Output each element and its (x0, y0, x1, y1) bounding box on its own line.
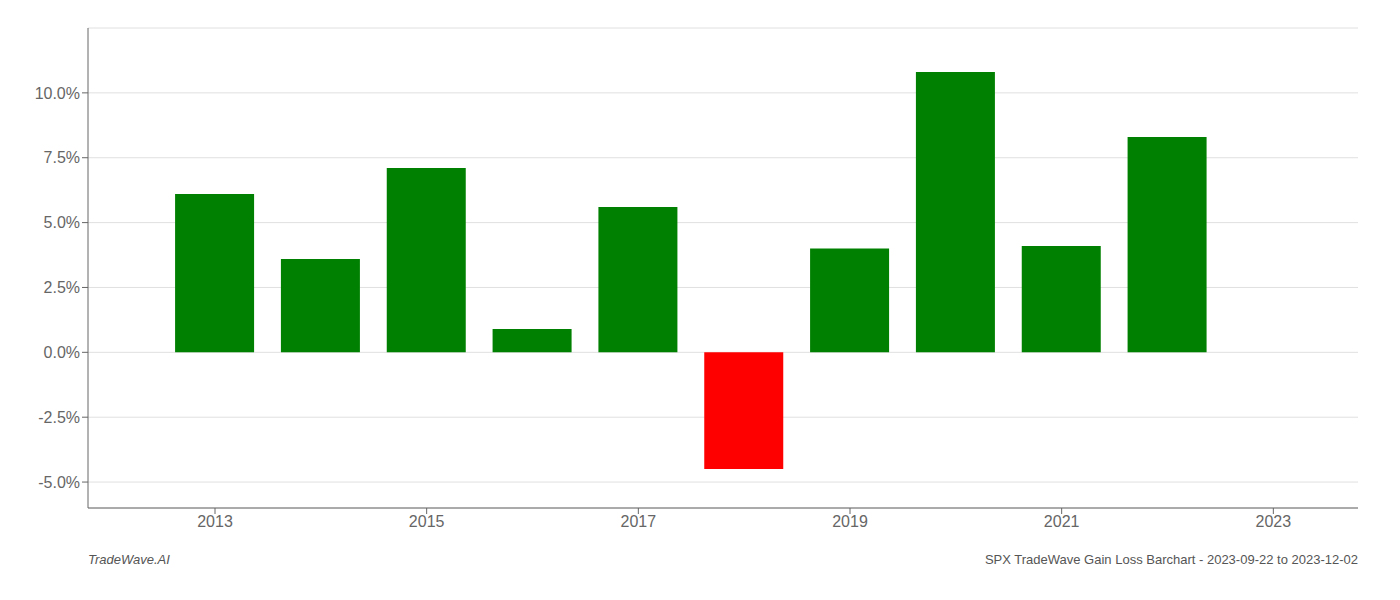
svg-text:2.5%: 2.5% (44, 279, 80, 296)
svg-text:2023: 2023 (1256, 513, 1292, 530)
svg-text:2013: 2013 (197, 513, 233, 530)
svg-text:5.0%: 5.0% (44, 214, 80, 231)
svg-text:10.0%: 10.0% (35, 85, 80, 102)
svg-text:0.0%: 0.0% (44, 344, 80, 361)
svg-text:-2.5%: -2.5% (38, 409, 80, 426)
html-text:TradeWave.AI: TradeWave.AI (88, 552, 170, 567)
svg-text:2017: 2017 (621, 513, 657, 530)
svg-text:2021: 2021 (1044, 513, 1080, 530)
svg-text:-5.0%: -5.0% (38, 474, 80, 491)
html-text:SPX TradeWave Gain Loss Barcha: SPX TradeWave Gain Loss Barchart - 2023-… (984, 552, 1358, 567)
svg-text:2019: 2019 (832, 513, 868, 530)
svg-text:7.5%: 7.5% (44, 149, 80, 166)
svg-text:2015: 2015 (409, 513, 445, 530)
